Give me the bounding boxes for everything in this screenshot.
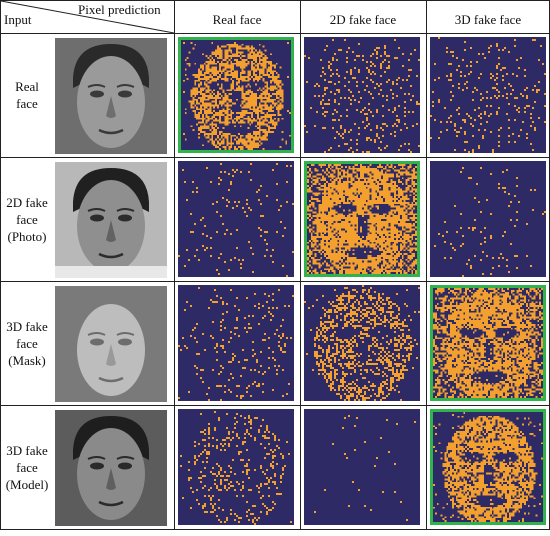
row-label-line: (Photo)	[7, 229, 47, 244]
face-skin	[77, 56, 145, 148]
prediction-map-canvas	[178, 409, 294, 525]
face-right-eye	[118, 338, 132, 346]
face-mouth	[98, 252, 124, 259]
grid-line	[0, 529, 550, 530]
row-label-3d-fake-mask: 3D fake face (Mask)	[2, 318, 52, 369]
row-label-real-face: Real face	[2, 78, 52, 112]
column-header-real-face: Real face	[212, 12, 262, 27]
row-label-3d-fake-model: 3D fake face (Model)	[2, 442, 52, 493]
face-nose	[106, 96, 116, 118]
face-right-brow	[116, 208, 135, 212]
face-right-eye	[118, 214, 132, 222]
grid-line	[0, 33, 550, 34]
prediction-map-row3-col1	[178, 285, 294, 401]
prediction-map-canvas	[178, 161, 294, 277]
face-skin	[77, 180, 145, 272]
face-right-eye	[118, 90, 132, 98]
grid-line	[0, 0, 550, 1]
prediction-map-row2-col1	[178, 161, 294, 277]
face-left-eye	[90, 90, 104, 98]
prediction-map-row3-col3	[430, 285, 546, 401]
grid-line	[0, 0, 1, 530]
prediction-map-row1-col3	[430, 37, 546, 153]
prediction-map-canvas	[178, 285, 294, 401]
row-label-line: face	[16, 96, 38, 111]
face-left-brow	[87, 332, 106, 336]
input-face-3d-model	[55, 410, 167, 526]
prediction-map-canvas	[181, 40, 291, 150]
prediction-map-row1-col1	[178, 37, 294, 153]
face-mouth	[98, 500, 124, 507]
face-nose	[106, 220, 116, 242]
row-label-line: (Mask)	[8, 353, 46, 368]
prediction-map-canvas	[430, 161, 546, 277]
input-face-real	[55, 38, 167, 154]
prediction-map-canvas	[304, 285, 420, 401]
prediction-map-canvas	[304, 37, 420, 153]
face-photo-edge	[55, 266, 167, 278]
face-left-eye	[90, 214, 104, 222]
face-left-brow	[87, 208, 106, 212]
input-header: Input	[4, 12, 32, 27]
column-header-3d-fake-face: 3D fake face	[454, 12, 522, 27]
face-skin	[77, 428, 145, 520]
face-left-eye	[90, 338, 104, 346]
face-nose	[106, 344, 116, 366]
row-label-line: 3D fake	[6, 443, 48, 458]
pixel-prediction-header: Pixel prediction	[78, 2, 161, 17]
row-label-2d-fake-photo: 2D fake face (Photo)	[2, 194, 52, 245]
grid-line	[300, 0, 301, 530]
column-header-2d-fake-face: 2D fake face	[329, 12, 397, 27]
prediction-map-canvas	[307, 164, 417, 274]
face-mouth	[98, 128, 124, 135]
face-left-brow	[87, 456, 106, 460]
face-right-eye	[118, 462, 132, 470]
prediction-map-row2-col2	[304, 161, 420, 277]
header-diagonal	[0, 0, 175, 34]
face-skin	[77, 304, 145, 396]
row-label-line: (Model)	[5, 477, 49, 492]
grid-line	[174, 0, 175, 530]
input-face-3d-mask	[55, 286, 167, 402]
prediction-map-row3-col2	[304, 285, 420, 401]
face-right-brow	[116, 84, 135, 88]
grid-line	[0, 157, 550, 158]
prediction-map-canvas	[433, 412, 543, 522]
face-right-brow	[116, 332, 135, 336]
row-label-line: 2D fake	[6, 195, 48, 210]
prediction-map-canvas	[304, 409, 420, 525]
prediction-map-row4-col1	[178, 409, 294, 525]
row-label-line: face	[16, 336, 38, 351]
prediction-map-canvas	[433, 288, 543, 398]
face-left-brow	[87, 84, 106, 88]
prediction-map-row4-col3	[430, 409, 546, 525]
prediction-map-canvas	[430, 37, 546, 153]
row-label-line: face	[16, 460, 38, 475]
row-label-line: Real	[15, 79, 39, 94]
face-left-eye	[90, 462, 104, 470]
face-nose	[106, 468, 116, 490]
input-face-2d-photo	[55, 162, 167, 278]
row-label-line: face	[16, 212, 38, 227]
face-mouth	[98, 376, 124, 383]
face-right-brow	[116, 456, 135, 460]
grid-line	[0, 405, 550, 406]
grid-line	[0, 281, 550, 282]
prediction-map-row2-col3	[430, 161, 546, 277]
prediction-map-row4-col2	[304, 409, 420, 525]
row-label-line: 3D fake	[6, 319, 48, 334]
prediction-map-row1-col2	[304, 37, 420, 153]
grid-line	[426, 0, 427, 530]
